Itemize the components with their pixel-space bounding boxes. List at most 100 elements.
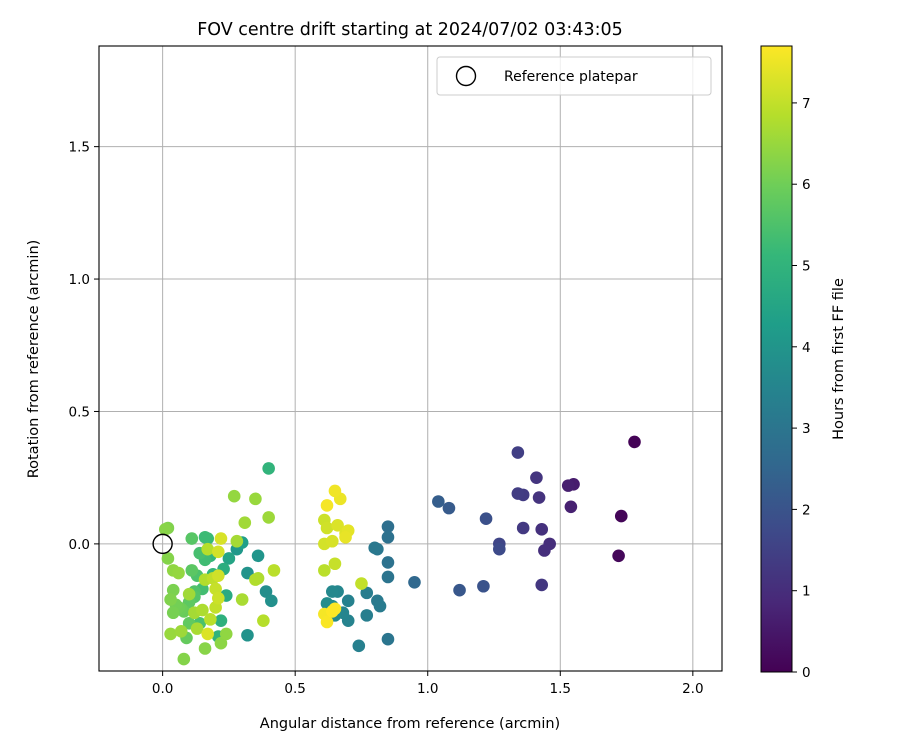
data-point — [262, 462, 275, 475]
data-point — [172, 566, 185, 580]
data-point — [408, 575, 421, 589]
x-tick-label: 1.5 — [550, 681, 571, 697]
data-point — [493, 542, 506, 556]
data-point — [477, 579, 490, 593]
data-point — [174, 624, 188, 638]
data-point — [511, 487, 525, 500]
data-point — [241, 628, 254, 642]
data-point — [442, 501, 456, 515]
legend-marker — [455, 65, 477, 87]
data-point — [182, 587, 196, 601]
y-tick-label: 1.0 — [69, 272, 90, 288]
data-point — [381, 632, 395, 646]
data-point — [267, 564, 281, 577]
colorbar-label: Hours from first FF file — [831, 278, 847, 440]
data-point — [249, 573, 262, 586]
data-point — [538, 544, 551, 557]
data-point — [158, 523, 172, 536]
colorbar-tick-label: 2 — [802, 502, 811, 518]
legend-entry-reference: Reference platepar — [504, 69, 638, 85]
data-point — [373, 599, 387, 613]
data-point — [198, 642, 212, 655]
data-point — [185, 564, 199, 577]
data-point — [532, 491, 546, 504]
data-point — [211, 545, 225, 559]
data-point — [320, 521, 334, 535]
data-point — [320, 499, 334, 512]
x-tick-label: 0.5 — [284, 681, 305, 697]
data-point — [262, 511, 275, 524]
colorbar-gradient — [760, 45, 793, 673]
colorbar: 0 1 2 3 4 5 6 7 Hours from first FF file — [760, 45, 847, 681]
data-point — [265, 594, 278, 608]
x-tick-label: 1.0 — [417, 681, 438, 697]
data-point — [535, 578, 549, 592]
data-point — [381, 556, 395, 569]
data-point — [219, 627, 233, 641]
data-point — [227, 489, 241, 503]
data-point — [368, 541, 382, 555]
legend-box — [436, 56, 712, 96]
data-point — [185, 532, 199, 545]
data-point — [453, 583, 466, 597]
data-point — [360, 586, 374, 600]
data-point — [230, 534, 244, 548]
data-point — [516, 521, 530, 535]
colorbar-tick-label: 3 — [802, 421, 811, 437]
data-point — [381, 520, 395, 533]
data-point — [249, 492, 262, 506]
data-point — [257, 614, 270, 627]
colorbar-tick-label: 4 — [802, 340, 811, 356]
colorbar-tick-label: 5 — [802, 259, 811, 275]
scatter-points — [158, 435, 641, 666]
data-point — [320, 615, 334, 629]
grid — [99, 46, 722, 671]
colorbar-tick-label: 1 — [802, 584, 811, 600]
data-point — [177, 652, 191, 666]
data-point — [214, 532, 228, 545]
data-point — [339, 530, 352, 544]
data-point — [331, 519, 344, 532]
data-point — [318, 564, 331, 577]
data-point — [196, 603, 209, 617]
data-point — [535, 523, 549, 536]
data-point — [561, 479, 575, 492]
colorbar-ticks: 0 1 2 3 4 5 6 7 — [792, 96, 811, 681]
y-tick-label: 1.5 — [69, 140, 90, 156]
data-point — [628, 435, 641, 449]
data-point — [204, 613, 217, 626]
data-point — [564, 500, 578, 514]
data-point — [201, 542, 214, 556]
data-point — [222, 552, 236, 565]
data-point — [211, 569, 225, 582]
data-point — [614, 509, 628, 523]
data-point — [341, 594, 355, 608]
chart-title: FOV centre drift starting at 2024/07/02 … — [197, 20, 623, 40]
colorbar-tick-label: 0 — [802, 665, 811, 681]
data-point — [360, 609, 374, 622]
data-point — [190, 622, 204, 635]
data-point — [328, 602, 342, 616]
x-axis-label: Angular distance from reference (arcmin) — [260, 716, 560, 732]
data-point — [381, 530, 395, 544]
data-point — [328, 557, 342, 571]
data-point — [479, 512, 493, 526]
data-point — [164, 593, 177, 606]
y-tick-label: 0.5 — [69, 404, 90, 420]
plot-area — [98, 45, 723, 672]
data-point — [166, 606, 180, 620]
data-point — [355, 577, 368, 590]
data-point — [259, 585, 273, 598]
data-point — [164, 627, 177, 641]
data-point — [214, 614, 228, 627]
data-point — [325, 585, 339, 598]
reference-marker — [152, 533, 173, 555]
x-tick-label: 2.0 — [682, 681, 703, 697]
data-point — [328, 484, 342, 498]
data-point — [198, 530, 212, 544]
y-axis-label: Rotation from reference (arcmin) — [26, 240, 42, 479]
x-axis: 0.0 0.5 1.0 1.5 2.0 — [152, 671, 704, 697]
data-point — [325, 534, 339, 548]
data-point — [201, 627, 214, 641]
data-point — [612, 549, 625, 563]
